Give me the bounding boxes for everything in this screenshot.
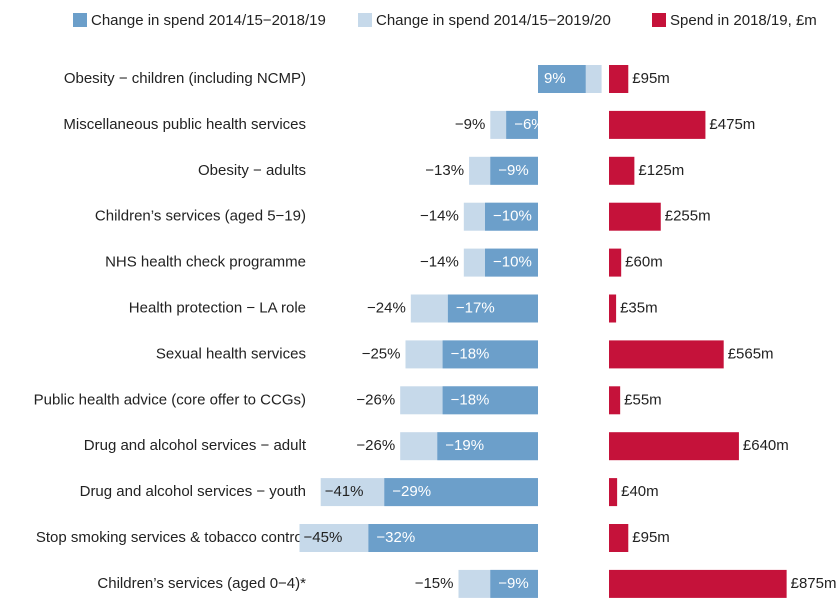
bar bbox=[609, 202, 661, 231]
bar bbox=[490, 156, 538, 185]
category-label: NHS health check programme bbox=[105, 254, 306, 271]
legend-swatch bbox=[358, 13, 372, 27]
value-label: £125m bbox=[638, 162, 684, 179]
value-label: −17% bbox=[456, 299, 495, 316]
value-label: £60m bbox=[625, 254, 663, 271]
bar bbox=[609, 156, 635, 185]
value-label: −41% bbox=[325, 483, 364, 500]
category-label: Public health advice (core offer to CCGs… bbox=[34, 391, 306, 408]
category-label: Obesity − children (including NCMP) bbox=[64, 70, 306, 87]
value-label: −15% bbox=[415, 575, 454, 592]
value-label: −9% bbox=[498, 162, 528, 179]
value-label: −18% bbox=[451, 391, 490, 408]
value-label: £40m bbox=[621, 483, 659, 500]
bar bbox=[609, 478, 618, 507]
bar bbox=[437, 432, 538, 461]
legend-label: Spend in 2018/19, £m bbox=[670, 12, 817, 29]
category-label: Health protection − LA role bbox=[129, 299, 306, 316]
legend-label: Change in spend 2014/15−2018/19 bbox=[91, 12, 326, 29]
bar bbox=[609, 569, 787, 598]
value-label: −10% bbox=[493, 254, 532, 271]
bar bbox=[609, 65, 629, 93]
category-label: Drug and alcohol services − adult bbox=[84, 437, 307, 454]
bar bbox=[538, 65, 586, 93]
value-label: £55m bbox=[624, 391, 662, 408]
bar bbox=[485, 202, 538, 231]
bar bbox=[609, 110, 706, 139]
bar bbox=[609, 432, 739, 461]
value-label: −6% bbox=[514, 116, 544, 133]
value-label: £640m bbox=[743, 437, 789, 454]
bar bbox=[506, 110, 538, 139]
value-label: −32% bbox=[376, 529, 415, 546]
bar bbox=[442, 340, 538, 369]
bar bbox=[609, 386, 621, 415]
legend-label: Change in spend 2014/15−2019/20 bbox=[376, 12, 611, 29]
category-label: Children’s services (aged 5−19) bbox=[95, 208, 306, 225]
bar bbox=[442, 386, 538, 415]
bar bbox=[609, 340, 724, 369]
value-label: −9% bbox=[498, 575, 528, 592]
value-label: −10% bbox=[493, 208, 532, 225]
value-label: −18% bbox=[451, 345, 490, 362]
value-label: −14% bbox=[420, 254, 459, 271]
value-label: −19% bbox=[445, 437, 484, 454]
bar bbox=[609, 524, 629, 552]
value-label: £95m bbox=[632, 529, 670, 546]
value-label: £95m bbox=[632, 70, 670, 87]
value-label: £875m bbox=[791, 575, 837, 592]
value-label: −45% bbox=[304, 529, 343, 546]
value-label: £255m bbox=[665, 208, 711, 225]
bar bbox=[447, 294, 538, 323]
value-label: £35m bbox=[620, 299, 658, 316]
category-label: Children’s services (aged 0−4)* bbox=[97, 575, 306, 592]
value-label: −29% bbox=[392, 483, 431, 500]
bar bbox=[490, 569, 538, 598]
value-label: £475m bbox=[709, 116, 755, 133]
value-label: −9% bbox=[455, 116, 485, 133]
legend-swatch bbox=[73, 13, 87, 27]
bar bbox=[485, 248, 538, 277]
category-label: Stop smoking services & tobacco control bbox=[36, 529, 306, 546]
value-label: −26% bbox=[356, 437, 395, 454]
category-label: Drug and alcohol services − youth bbox=[80, 483, 306, 500]
legend-swatch bbox=[652, 13, 666, 27]
value-label: 9% bbox=[544, 70, 566, 87]
bar bbox=[609, 294, 617, 323]
value-label: −14% bbox=[420, 208, 459, 225]
category-label: Obesity − adults bbox=[198, 162, 306, 179]
value-label: −24% bbox=[367, 299, 406, 316]
value-label: −25% bbox=[362, 345, 401, 362]
category-label: Sexual health services bbox=[156, 345, 306, 362]
value-label: £565m bbox=[728, 345, 774, 362]
bar bbox=[368, 524, 538, 552]
value-label: −26% bbox=[356, 391, 395, 408]
category-label: Miscellaneous public health services bbox=[63, 116, 306, 133]
bar bbox=[609, 248, 622, 277]
bar bbox=[384, 478, 538, 507]
value-label: −13% bbox=[425, 162, 464, 179]
